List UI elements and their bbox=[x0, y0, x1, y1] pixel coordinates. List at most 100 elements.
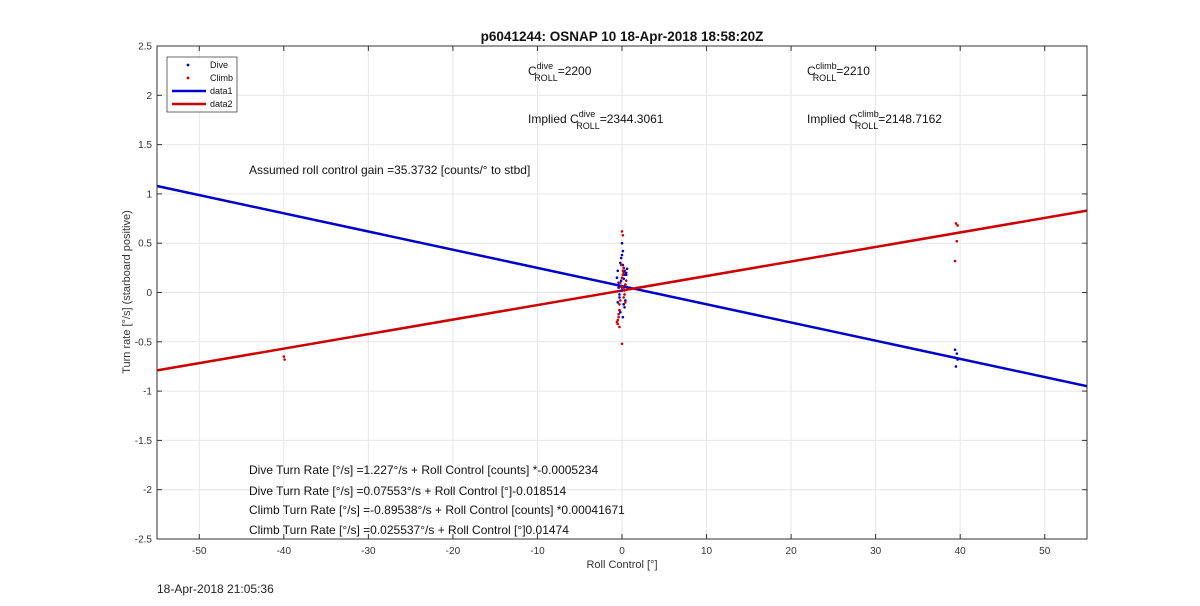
x-tick-label: 10 bbox=[701, 546, 713, 557]
roll-gain-annotation: Assumed roll control gain =35.3732 [coun… bbox=[249, 163, 530, 177]
dive-point bbox=[624, 299, 627, 302]
climb-point bbox=[623, 289, 626, 292]
dive-point bbox=[618, 296, 621, 299]
y-tick-label: 1.5 bbox=[138, 140, 152, 151]
fit-line-dive-counts: Dive Turn Rate [°/s] =1.227°/s + Roll Co… bbox=[249, 463, 598, 477]
dive-point bbox=[954, 365, 958, 368]
x-tick-label: -10 bbox=[530, 546, 545, 557]
climb-point bbox=[622, 286, 625, 289]
y-tick-label: -1.5 bbox=[135, 436, 153, 447]
x-tick-label: -20 bbox=[446, 546, 461, 557]
dive-point bbox=[616, 301, 620, 304]
climb-point bbox=[624, 279, 628, 282]
climb-point bbox=[955, 239, 959, 243]
dive-point bbox=[625, 267, 629, 271]
dive-point bbox=[953, 348, 957, 351]
climb-point bbox=[282, 355, 286, 358]
climb-point bbox=[616, 318, 620, 322]
print-timestamp: 18-Apr-2018 21:05:36 bbox=[157, 582, 274, 596]
dive-point bbox=[618, 293, 621, 296]
dive-point bbox=[615, 276, 619, 280]
fit-line-climb-degrees: Climb Turn Rate [°/s] =0.025537°/s + Rol… bbox=[249, 523, 569, 537]
y-tick-label: 2 bbox=[146, 91, 152, 102]
climb-point bbox=[953, 259, 957, 263]
y-tick-label: -0.5 bbox=[135, 337, 153, 348]
dive-point bbox=[616, 269, 620, 273]
climb-point bbox=[622, 271, 625, 275]
dive-point bbox=[619, 279, 623, 282]
climb-point bbox=[956, 224, 959, 227]
y-axis-label: Turn rate [°/s] (starboard positive) bbox=[121, 210, 133, 374]
y-tick-label: 0.5 bbox=[138, 239, 152, 250]
data-points bbox=[282, 222, 959, 368]
climb-point bbox=[621, 269, 625, 273]
y-tick-label: 2.5 bbox=[138, 42, 152, 53]
c-roll-climb-annotation: Cclimb ROLL=2210 bbox=[807, 61, 870, 83]
legend-dive-label: Dive bbox=[210, 60, 228, 70]
x-tick-label: 30 bbox=[870, 546, 882, 557]
dive-point bbox=[620, 241, 624, 245]
legend: Dive Climb data1 data2 bbox=[166, 56, 238, 113]
y-tick-label: 1 bbox=[146, 189, 152, 200]
climb-point bbox=[623, 293, 626, 296]
dive-point bbox=[617, 286, 620, 289]
implied-c-roll-dive-annotation: Implied Cdive ROLL=2344.3061 bbox=[528, 109, 664, 131]
dive-point bbox=[620, 253, 624, 257]
climb-point bbox=[615, 320, 619, 324]
climb-point bbox=[624, 301, 627, 304]
legend-climb-marker bbox=[186, 76, 190, 80]
chart-title: p6041244: OSNAP 10 18-Apr-2018 18:58:20Z bbox=[481, 29, 764, 44]
climb-point bbox=[621, 273, 625, 277]
dive-point bbox=[621, 249, 625, 253]
climb-point bbox=[617, 315, 620, 319]
dive-point bbox=[955, 352, 959, 355]
dive-point bbox=[622, 303, 625, 306]
fit-line-climb-counts: Climb Turn Rate [°/s] =-0.89538°/s + Rol… bbox=[249, 503, 625, 517]
y-tick-label: -2 bbox=[143, 485, 152, 496]
climb-point bbox=[618, 303, 621, 306]
climb-point bbox=[622, 296, 625, 299]
climb-point bbox=[619, 285, 623, 288]
dive-point bbox=[623, 305, 626, 309]
climb-point bbox=[619, 263, 623, 267]
climb-point bbox=[616, 322, 620, 326]
climb-point bbox=[621, 234, 625, 237]
climb-point bbox=[619, 281, 622, 284]
y-tick-label: -2.5 bbox=[135, 535, 153, 546]
x-tick-label: -30 bbox=[361, 546, 376, 557]
climb-point bbox=[620, 276, 624, 280]
legend-data2-label: data2 bbox=[210, 99, 233, 109]
legend-dive-marker bbox=[186, 63, 190, 67]
dive-point bbox=[621, 315, 625, 319]
x-tick-label: 40 bbox=[955, 546, 967, 557]
dive-point bbox=[624, 273, 628, 277]
y-tick-label: 0 bbox=[146, 288, 152, 299]
climb-point bbox=[620, 230, 624, 233]
implied-c-roll-climb-annotation: Implied Cclimb ROLL=2148.7162 bbox=[807, 109, 942, 131]
dive-point bbox=[619, 261, 622, 265]
legend-climb-label: Climb bbox=[210, 73, 233, 83]
dive-point bbox=[620, 289, 624, 292]
legend-data1-label: data1 bbox=[210, 86, 233, 96]
x-tick-label: 20 bbox=[786, 546, 798, 557]
x-tick-label: -50 bbox=[192, 546, 207, 557]
dive-point bbox=[619, 256, 623, 260]
climb-point bbox=[617, 312, 620, 316]
climb-point bbox=[619, 299, 622, 302]
climb-point bbox=[618, 308, 621, 312]
climb-point bbox=[622, 266, 625, 270]
x-axis-label: Roll Control [°] bbox=[586, 559, 657, 571]
fit-line-dive-degrees: Dive Turn Rate [°/s] =0.07553°/s + Roll … bbox=[249, 484, 567, 498]
x-tick-label: -40 bbox=[277, 546, 292, 557]
climb-point bbox=[954, 222, 958, 225]
climb-point bbox=[283, 358, 286, 361]
climb-point bbox=[624, 283, 627, 286]
dive-point bbox=[956, 358, 959, 361]
axis-ticks: -50 -40 -30 -20 -10 0 10 20 30 40 50-2.5-2-1.5-1-0… bbox=[135, 42, 1087, 557]
dive-point bbox=[619, 310, 622, 314]
climb-point bbox=[620, 342, 624, 346]
y-tick-label: -1 bbox=[143, 387, 152, 398]
c-roll-dive-annotation: Cdive ROLL=2200 bbox=[528, 61, 592, 83]
climb-point bbox=[618, 325, 621, 329]
